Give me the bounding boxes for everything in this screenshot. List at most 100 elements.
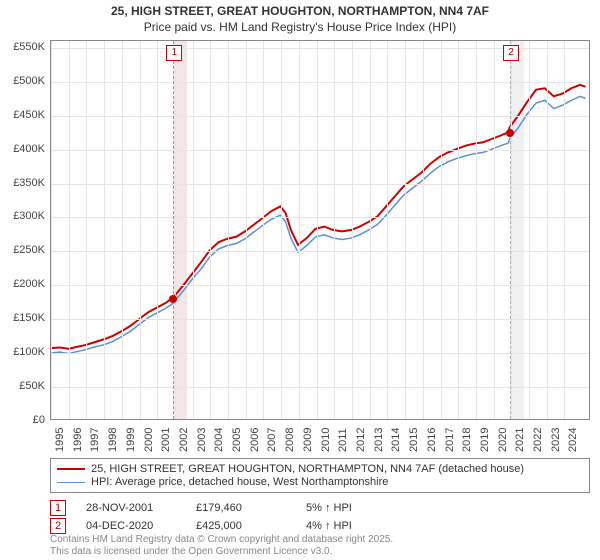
xtick-label: 1999 <box>125 428 137 452</box>
xtick-label: 2010 <box>320 428 332 452</box>
xtick-label: 2018 <box>461 428 473 452</box>
gridline-v <box>529 41 530 419</box>
event-date-2: 04-DEC-2020 <box>86 520 176 532</box>
event-badge-2: 2 <box>50 518 66 534</box>
gridline-v <box>317 41 318 419</box>
title-line-2: Price paid vs. HM Land Registry's House … <box>0 20 600 36</box>
ytick-label: £350K <box>5 177 45 189</box>
ytick-label: £100K <box>5 346 45 358</box>
gridline-h <box>51 82 589 83</box>
event-line <box>510 41 511 419</box>
gridline-v <box>175 41 176 419</box>
xtick-label: 2016 <box>426 428 438 452</box>
event-line <box>173 41 174 419</box>
xtick-label: 2013 <box>373 428 385 452</box>
gridline-v <box>157 41 158 419</box>
gridline-h <box>51 251 589 252</box>
gridline-v <box>334 41 335 419</box>
ytick-label: £550K <box>5 41 45 53</box>
gridline-v <box>511 41 512 419</box>
legend-item-price-paid: 25, HIGH STREET, GREAT HOUGHTON, NORTHAM… <box>57 463 583 475</box>
gridline-v <box>494 41 495 419</box>
xtick-label: 2003 <box>196 428 208 452</box>
event-delta-2: 4% ↑ HPI <box>306 520 396 532</box>
xtick-label: 2006 <box>249 428 261 452</box>
xtick-label: 2008 <box>284 428 296 452</box>
ytick-label: £300K <box>5 210 45 222</box>
xtick-label: 2002 <box>178 428 190 452</box>
gridline-h <box>51 353 589 354</box>
xtick-label: 2023 <box>550 428 562 452</box>
xtick-label: 2017 <box>444 428 456 452</box>
events-table: 1 28-NOV-2001 £179,460 5% ↑ HPI 2 04-DEC… <box>50 498 590 536</box>
legend-swatch-price-paid <box>57 468 85 470</box>
ytick-label: £200K <box>5 278 45 290</box>
footer-line-1: Contains HM Land Registry data © Crown c… <box>50 534 393 546</box>
gridline-v <box>547 41 548 419</box>
gridline-h <box>51 285 589 286</box>
xtick-label: 2000 <box>143 428 155 452</box>
gridline-v <box>564 41 565 419</box>
xtick-label: 2005 <box>231 428 243 452</box>
gridline-h <box>51 150 589 151</box>
ytick-label: £150K <box>5 312 45 324</box>
xtick-label: 2019 <box>479 428 491 452</box>
gridline-v <box>122 41 123 419</box>
gridline-v <box>210 41 211 419</box>
event-badge: 2 <box>503 45 519 61</box>
legend-swatch-hpi <box>57 482 85 483</box>
event-marker-dot <box>169 295 177 303</box>
gridline-v <box>51 41 52 419</box>
event-date-1: 28-NOV-2001 <box>86 502 176 514</box>
xtick-label: 1996 <box>72 428 84 452</box>
gridline-v <box>476 41 477 419</box>
chart-container: 25, HIGH STREET, GREAT HOUGHTON, NORTHAM… <box>0 0 600 560</box>
event-price-1: £179,460 <box>196 502 286 514</box>
ytick-label: £250K <box>5 244 45 256</box>
xtick-label: 2022 <box>532 428 544 452</box>
gridline-v <box>458 41 459 419</box>
gridline-h <box>51 319 589 320</box>
series-hpi <box>51 96 586 353</box>
xtick-label: 2007 <box>266 428 278 452</box>
xtick-label: 2020 <box>497 428 509 452</box>
xtick-label: 2021 <box>514 428 526 452</box>
xtick-label: 2001 <box>160 428 172 452</box>
gridline-v <box>69 41 70 419</box>
event-marker-dot <box>506 129 514 137</box>
xtick-label: 2009 <box>302 428 314 452</box>
ytick-label: £400K <box>5 143 45 155</box>
legend-label-hpi: HPI: Average price, detached house, West… <box>91 476 388 488</box>
plot-area: 12 <box>50 40 590 420</box>
gridline-h <box>51 217 589 218</box>
gridline-h <box>51 116 589 117</box>
title-line-1: 25, HIGH STREET, GREAT HOUGHTON, NORTHAM… <box>0 4 600 20</box>
xtick-label: 2014 <box>390 428 402 452</box>
gridline-v <box>281 41 282 419</box>
gridline-v <box>370 41 371 419</box>
xtick-label: 2024 <box>567 428 579 452</box>
ytick-label: £0 <box>5 414 45 426</box>
xtick-label: 1995 <box>54 428 66 452</box>
event-badge: 1 <box>166 45 182 61</box>
event-badge-1: 1 <box>50 500 66 516</box>
legend: 25, HIGH STREET, GREAT HOUGHTON, NORTHAM… <box>50 458 590 493</box>
gridline-v <box>299 41 300 419</box>
gridline-v <box>387 41 388 419</box>
xtick-label: 1997 <box>89 428 101 452</box>
gridline-v <box>352 41 353 419</box>
ytick-label: £450K <box>5 109 45 121</box>
ytick-label: £50K <box>5 380 45 392</box>
xtick-label: 1998 <box>107 428 119 452</box>
event-row-1: 1 28-NOV-2001 £179,460 5% ↑ HPI <box>50 500 590 516</box>
gridline-h <box>51 387 589 388</box>
gridline-v <box>246 41 247 419</box>
xtick-label: 2004 <box>213 428 225 452</box>
legend-item-hpi: HPI: Average price, detached house, West… <box>57 476 583 488</box>
gridline-h <box>51 184 589 185</box>
gridline-v <box>140 41 141 419</box>
gridline-v <box>193 41 194 419</box>
gridline-v <box>441 41 442 419</box>
legend-label-price-paid: 25, HIGH STREET, GREAT HOUGHTON, NORTHAM… <box>91 463 524 475</box>
gridline-v <box>228 41 229 419</box>
